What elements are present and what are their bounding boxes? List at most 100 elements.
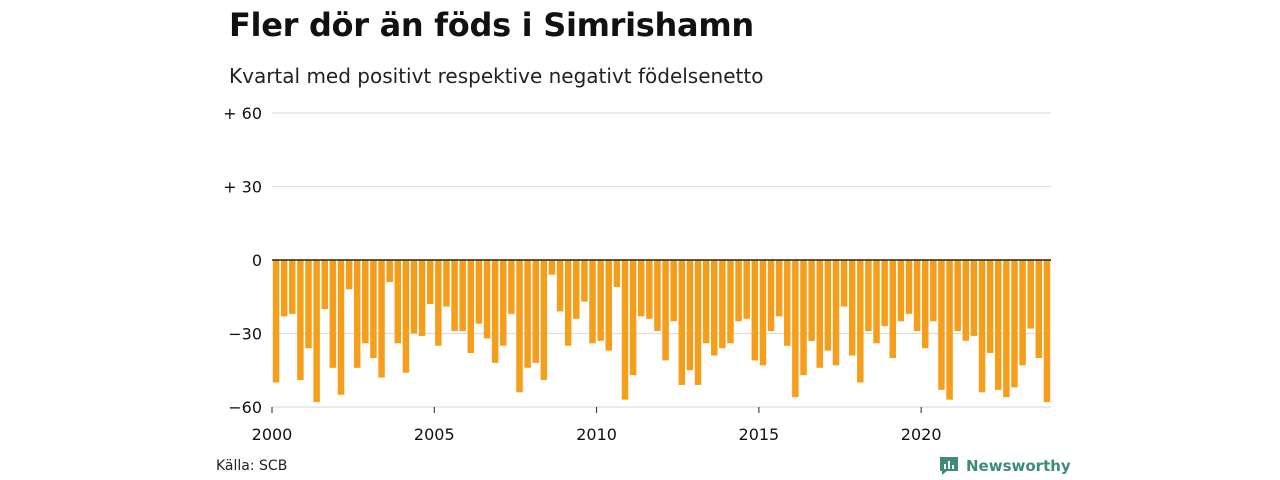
bar [954,260,961,332]
bar [678,260,686,385]
bar [548,260,556,275]
bar [589,260,596,344]
bar [329,260,337,368]
bar [816,260,823,368]
bar [402,260,410,373]
bar [394,260,402,344]
y-tick-label: + 30 [223,178,262,197]
bar [524,260,531,368]
bar [938,260,945,390]
bar [426,260,434,305]
bar [889,260,897,358]
x-tick-label: 2000 [252,425,293,444]
bar [970,260,978,336]
bar [500,260,507,346]
chart-subtitle: Kvartal med positivt respektive negativt… [229,64,764,88]
bar [751,260,759,361]
bar [272,260,280,383]
bar [297,260,304,381]
bar [986,260,994,354]
x-tick-label: 2015 [739,425,780,444]
bar [532,260,539,363]
bar [792,260,799,398]
y-tick-label: −60 [228,398,262,417]
bar [491,260,499,363]
bar [345,260,353,290]
bar [321,260,328,309]
bar [930,260,937,322]
bar [629,260,637,376]
bar [946,260,953,400]
bar [962,260,970,341]
bar [832,260,840,366]
bar [378,260,385,378]
bar [808,260,815,341]
bar [451,260,458,332]
bar [564,260,572,346]
bar [800,260,807,376]
bar [435,260,442,346]
bar [865,260,872,332]
bar [313,260,320,403]
bar [727,260,734,344]
bar [443,260,450,307]
bar [1011,260,1018,388]
bar [775,260,783,317]
bar [873,260,880,344]
bar [573,260,580,319]
bar [921,260,929,349]
bar [686,260,694,371]
bar [702,260,710,344]
newsworthy-logo: Newsworthy [938,456,1071,476]
bar [467,260,475,354]
chart-title: Fler dör än föds i Simrishamn [229,6,754,44]
x-tick-label: 2020 [901,425,942,444]
bar [905,260,913,314]
bar [305,260,312,349]
bar [881,260,888,327]
x-tick-label: 2005 [414,425,455,444]
bar [540,260,548,381]
bar [289,260,296,314]
bar [483,260,491,339]
bar [1019,260,1026,366]
y-tick-label: + 60 [223,104,262,123]
bar [784,260,791,346]
bar [556,260,564,312]
bar [280,260,288,317]
bar [1027,260,1034,329]
bar [1043,260,1051,403]
bar [386,260,393,283]
bar [735,260,742,322]
bar [897,260,905,322]
bar [670,260,677,322]
newsworthy-icon [940,457,958,475]
bar [995,260,1002,390]
bar [857,260,864,383]
bar [694,260,702,385]
bar [978,260,986,393]
bar [654,260,661,332]
bar [418,260,426,336]
bar [475,260,483,324]
source-note: Källa: SCB [216,458,288,474]
bar [459,260,466,332]
bar [516,260,523,393]
bar [597,260,604,341]
x-tick-label: 2010 [576,425,617,444]
bar [1003,260,1010,398]
bar [613,260,621,287]
bar [767,260,775,332]
bar [662,260,669,361]
bar [353,260,361,368]
bar [840,260,848,307]
bar [743,260,750,319]
bar [1035,260,1043,358]
bar [370,260,377,358]
bar [848,260,856,356]
bar [646,260,653,319]
bar [711,260,718,356]
bar [621,260,629,400]
y-tick-label: −30 [228,325,262,344]
